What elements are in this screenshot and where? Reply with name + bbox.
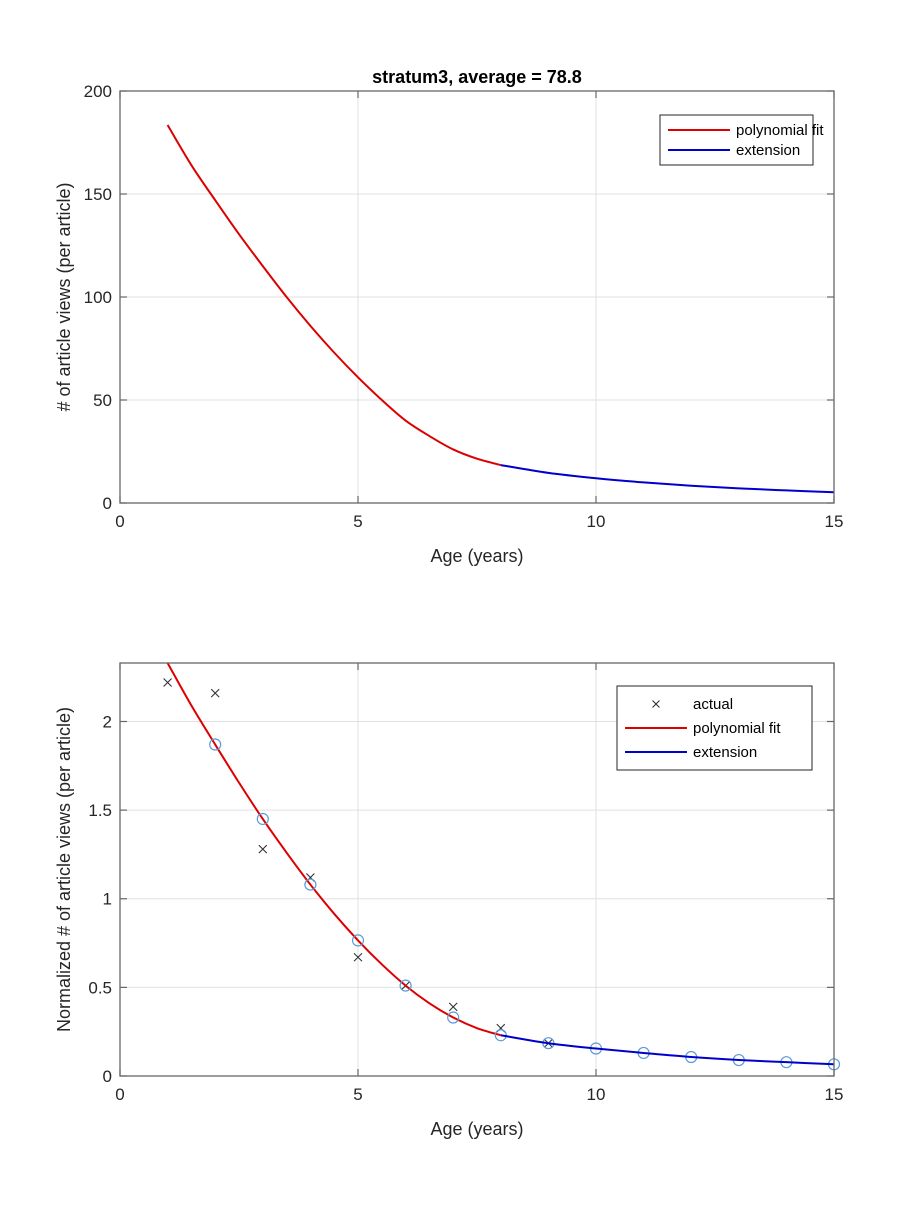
x-stroke [258,844,268,854]
axes-frame [119,662,835,1077]
x-tick-label: 0 [115,512,124,531]
x-tick-label: 15 [825,512,844,531]
x-tick-label: 0 [115,1085,124,1104]
legend-x-marker-icon [652,700,660,708]
legend-label: polynomial fit [736,122,824,139]
legend: actual polynomial fit extension [616,685,813,771]
y-tick-label: 1.5 [88,801,112,820]
series-layer [166,124,834,494]
x-stroke [353,952,363,962]
y-tick-label: 0 [103,1067,112,1086]
y-tick-label: 0 [103,494,112,513]
x-tick-label: 5 [353,1085,362,1104]
actual-point-marker [448,1002,458,1012]
legend-item-actual: actual [652,696,733,713]
y-tick-label: 1 [103,890,112,909]
y-tick-label: 200 [84,82,112,101]
legend-item-extension: extension [668,142,800,159]
y-tick-label: 2 [103,712,112,731]
fit-point-marker [209,738,222,751]
actual-point-marker [258,844,268,854]
y-axis-label: # of article views (per article) [54,182,74,411]
bottom-plot: 0 5 10 15 0 0.5 1 1.5 2 Age (years) Normalized #… [54,662,843,1139]
y-axis-label: Normalized # of article views (per artic… [54,707,74,1032]
fit-point-marker [399,979,412,992]
y-tick-label: 50 [93,391,112,410]
extension-line [500,464,834,494]
chart-title: stratum3, average = 78.8 [372,67,582,87]
y-tick-label: 0.5 [88,978,112,997]
legend-label: extension [693,744,757,761]
legend-item-fit: polynomial fit [668,122,824,139]
actual-point-marker [210,688,220,698]
polynomial-fit-line [166,124,502,467]
grid-lines [120,663,834,1076]
grid-lines [120,91,834,503]
series-layer [163,663,841,1071]
fit-point-marker [351,934,365,947]
x-tick-label: 10 [587,512,606,531]
legend-label: actual [693,696,733,713]
fit-point-marker [447,1011,460,1024]
legend-box [659,114,814,166]
y-tick-label: 100 [84,288,112,307]
legend-label: extension [736,142,800,159]
x-axis-label: Age (years) [430,1119,523,1139]
actual-point-marker [353,952,363,962]
fit-point-marker [256,812,269,826]
x-tick-label: 15 [825,1085,844,1104]
actual-point-marker [163,678,172,687]
fit-point-marker [304,878,317,891]
extension-line [500,1034,834,1066]
ticks: 0 5 10 15 0 0.5 1 1.5 2 [88,663,843,1104]
legend-label: polynomial fit [693,720,781,737]
polynomial-fit-line [166,663,502,1037]
x-stroke [163,678,172,687]
x-stroke [448,1002,458,1012]
legend-item-fit: polynomial fit [625,720,781,737]
x-axis-label: Age (years) [430,546,523,566]
y-tick-label: 150 [84,185,112,204]
x-stroke [210,688,220,698]
x-tick-label: 5 [353,512,362,531]
x-tick-label: 10 [587,1085,606,1104]
legend-item-extension: extension [625,744,757,761]
legend: polynomial fit extension [659,114,824,166]
